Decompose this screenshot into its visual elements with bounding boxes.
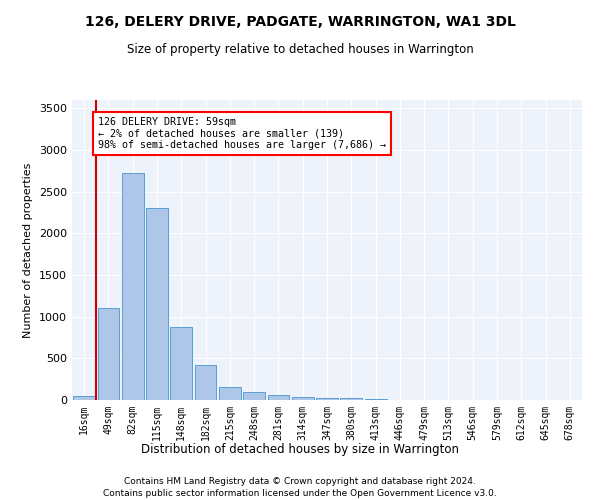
Text: Size of property relative to detached houses in Warrington: Size of property relative to detached ho… [127, 42, 473, 56]
Text: 126 DELERY DRIVE: 59sqm
← 2% of detached houses are smaller (139)
98% of semi-de: 126 DELERY DRIVE: 59sqm ← 2% of detached… [98, 116, 386, 150]
Y-axis label: Number of detached properties: Number of detached properties [23, 162, 34, 338]
Bar [316, 398, 338, 400]
Bar [73, 396, 95, 400]
Bar [365, 399, 386, 400]
Bar [292, 396, 314, 400]
Text: Contains public sector information licensed under the Open Government Licence v3: Contains public sector information licen… [103, 489, 497, 498]
Bar [170, 326, 192, 400]
Bar [243, 392, 265, 400]
Bar [122, 174, 143, 400]
Text: 126, DELERY DRIVE, PADGATE, WARRINGTON, WA1 3DL: 126, DELERY DRIVE, PADGATE, WARRINGTON, … [85, 15, 515, 29]
Bar [194, 365, 217, 400]
Bar [340, 398, 362, 400]
Text: Distribution of detached houses by size in Warrington: Distribution of detached houses by size … [141, 442, 459, 456]
Bar [268, 395, 289, 400]
Bar [146, 208, 168, 400]
Bar [97, 308, 119, 400]
Bar [219, 386, 241, 400]
Text: Contains HM Land Registry data © Crown copyright and database right 2024.: Contains HM Land Registry data © Crown c… [124, 478, 476, 486]
